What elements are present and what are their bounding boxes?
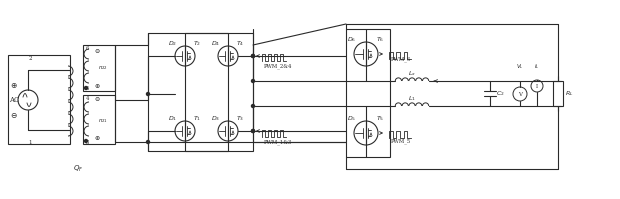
- Text: $T_1$: $T_1$: [193, 115, 201, 123]
- Text: $R_L$: $R_L$: [565, 90, 574, 99]
- Text: $D_1$: $D_1$: [169, 115, 177, 123]
- Text: AC: AC: [9, 96, 19, 104]
- Text: PWM_5: PWM_5: [391, 138, 411, 144]
- Text: $L_x$: $L_x$: [408, 69, 416, 78]
- Text: $Q_F$: $Q_F$: [73, 164, 83, 174]
- Circle shape: [252, 55, 254, 58]
- Text: 4: 4: [86, 96, 89, 100]
- Text: $\oplus$: $\oplus$: [10, 81, 18, 90]
- Text: $D_5$: $D_5$: [347, 115, 356, 123]
- Circle shape: [252, 130, 254, 133]
- Text: $C_2$: $C_2$: [495, 90, 504, 99]
- Bar: [83, 45, 115, 91]
- Circle shape: [84, 87, 87, 90]
- Text: 6: 6: [86, 46, 89, 51]
- Text: 2: 2: [29, 56, 32, 60]
- Text: $D_3$: $D_3$: [211, 115, 221, 123]
- Bar: [148, 33, 253, 151]
- Text: PWM_2&4: PWM_2&4: [264, 63, 292, 69]
- Text: PWM_1&3: PWM_1&3: [264, 139, 292, 145]
- Text: $T_3$: $T_3$: [236, 115, 244, 123]
- Text: $\ominus$: $\ominus$: [94, 95, 100, 103]
- Circle shape: [146, 93, 149, 96]
- Text: $D_6$: $D_6$: [347, 36, 356, 44]
- Circle shape: [252, 104, 254, 107]
- Text: V: V: [518, 92, 522, 97]
- Text: 3: 3: [86, 139, 89, 144]
- Text: $D_4$: $D_4$: [211, 40, 221, 48]
- Circle shape: [252, 79, 254, 83]
- Text: $T_6$: $T_6$: [376, 36, 384, 44]
- Text: PWM_6: PWM_6: [391, 56, 411, 62]
- Text: I: I: [536, 84, 538, 89]
- Circle shape: [84, 139, 87, 142]
- Bar: [8, 55, 70, 144]
- Text: 5: 5: [86, 87, 89, 92]
- Text: $V_L$: $V_L$: [516, 62, 524, 71]
- Bar: [553, 81, 563, 106]
- Bar: [346, 29, 390, 157]
- Circle shape: [252, 55, 254, 58]
- Text: $T_2$: $T_2$: [193, 40, 201, 48]
- Circle shape: [146, 140, 149, 143]
- Text: $\ominus$: $\ominus$: [10, 110, 18, 120]
- Text: $n_{22}$: $n_{22}$: [98, 64, 108, 72]
- Text: $\oplus$: $\oplus$: [94, 82, 100, 90]
- Text: $\oplus$: $\oplus$: [94, 134, 100, 142]
- Text: 1: 1: [29, 139, 32, 144]
- Text: $T_4$: $T_4$: [236, 40, 244, 48]
- Text: $I_L$: $I_L$: [534, 62, 540, 71]
- Circle shape: [252, 130, 254, 133]
- Text: $L_1$: $L_1$: [408, 95, 416, 103]
- Text: $\ominus$: $\ominus$: [94, 47, 100, 55]
- Text: $n_{21}$: $n_{21}$: [98, 117, 108, 125]
- Text: $D_2$: $D_2$: [169, 40, 177, 48]
- Text: $T_5$: $T_5$: [376, 115, 384, 123]
- Bar: [83, 95, 115, 144]
